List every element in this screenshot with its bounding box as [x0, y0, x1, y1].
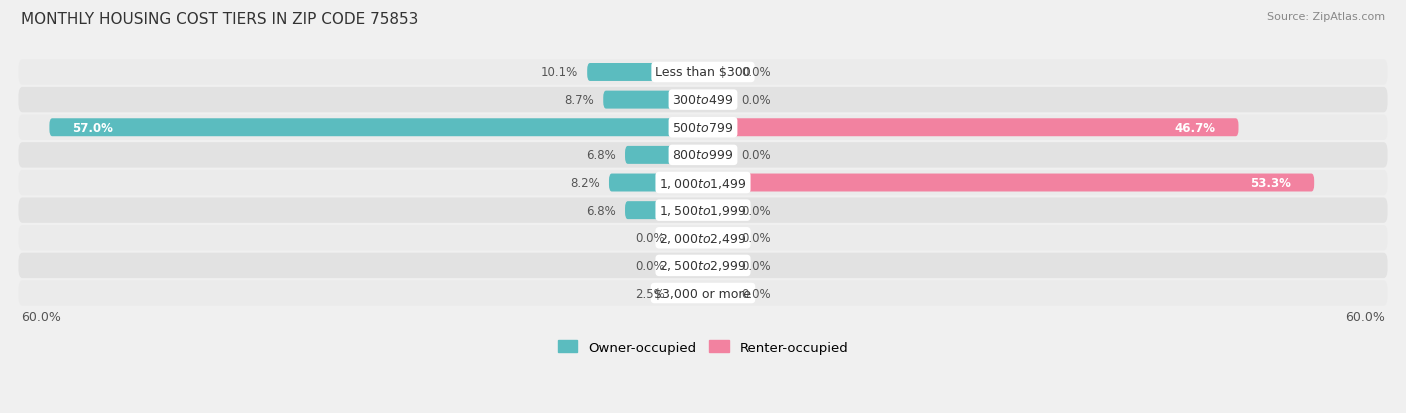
FancyBboxPatch shape [603, 91, 703, 109]
FancyBboxPatch shape [588, 64, 703, 82]
Text: $2,000 to $2,499: $2,000 to $2,499 [659, 231, 747, 245]
Text: Less than $300: Less than $300 [655, 66, 751, 79]
Text: 6.8%: 6.8% [586, 204, 616, 217]
Text: 0.0%: 0.0% [741, 232, 770, 244]
FancyBboxPatch shape [18, 281, 1388, 306]
Text: $1,000 to $1,499: $1,000 to $1,499 [659, 176, 747, 190]
FancyBboxPatch shape [18, 60, 1388, 85]
Text: 8.2%: 8.2% [569, 177, 600, 190]
Text: 57.0%: 57.0% [72, 121, 114, 134]
FancyBboxPatch shape [18, 253, 1388, 278]
Legend: Owner-occupied, Renter-occupied: Owner-occupied, Renter-occupied [553, 335, 853, 359]
FancyBboxPatch shape [675, 229, 703, 247]
Text: 6.8%: 6.8% [586, 149, 616, 162]
FancyBboxPatch shape [703, 147, 731, 164]
Text: $3,000 or more: $3,000 or more [655, 287, 751, 300]
FancyBboxPatch shape [703, 64, 731, 82]
Text: Source: ZipAtlas.com: Source: ZipAtlas.com [1267, 12, 1385, 22]
Text: 0.0%: 0.0% [741, 94, 770, 107]
FancyBboxPatch shape [703, 91, 731, 109]
FancyBboxPatch shape [703, 257, 731, 275]
FancyBboxPatch shape [609, 174, 703, 192]
Text: 60.0%: 60.0% [21, 311, 60, 323]
Text: $1,500 to $1,999: $1,500 to $1,999 [659, 204, 747, 218]
FancyBboxPatch shape [18, 143, 1388, 168]
FancyBboxPatch shape [18, 88, 1388, 113]
FancyBboxPatch shape [703, 229, 731, 247]
FancyBboxPatch shape [703, 174, 1315, 192]
FancyBboxPatch shape [49, 119, 703, 137]
Text: 10.1%: 10.1% [541, 66, 578, 79]
FancyBboxPatch shape [703, 119, 1239, 137]
Text: $300 to $499: $300 to $499 [672, 94, 734, 107]
FancyBboxPatch shape [18, 115, 1388, 140]
Text: $500 to $799: $500 to $799 [672, 121, 734, 134]
Text: 2.5%: 2.5% [636, 287, 665, 300]
Text: 0.0%: 0.0% [741, 149, 770, 162]
Text: 46.7%: 46.7% [1174, 121, 1216, 134]
Text: MONTHLY HOUSING COST TIERS IN ZIP CODE 75853: MONTHLY HOUSING COST TIERS IN ZIP CODE 7… [21, 12, 419, 27]
Text: 0.0%: 0.0% [741, 287, 770, 300]
Text: 53.3%: 53.3% [1250, 177, 1291, 190]
FancyBboxPatch shape [703, 202, 731, 220]
FancyBboxPatch shape [626, 202, 703, 220]
FancyBboxPatch shape [626, 147, 703, 164]
FancyBboxPatch shape [675, 285, 703, 302]
FancyBboxPatch shape [18, 198, 1388, 223]
Text: 0.0%: 0.0% [741, 66, 770, 79]
FancyBboxPatch shape [18, 171, 1388, 196]
Text: 0.0%: 0.0% [741, 204, 770, 217]
Text: 60.0%: 60.0% [1346, 311, 1385, 323]
FancyBboxPatch shape [18, 225, 1388, 251]
FancyBboxPatch shape [703, 285, 731, 302]
Text: $800 to $999: $800 to $999 [672, 149, 734, 162]
FancyBboxPatch shape [675, 257, 703, 275]
Text: 0.0%: 0.0% [636, 259, 665, 272]
Text: 8.7%: 8.7% [564, 94, 595, 107]
Text: 0.0%: 0.0% [636, 232, 665, 244]
Text: $2,500 to $2,999: $2,500 to $2,999 [659, 259, 747, 273]
Text: 0.0%: 0.0% [741, 259, 770, 272]
